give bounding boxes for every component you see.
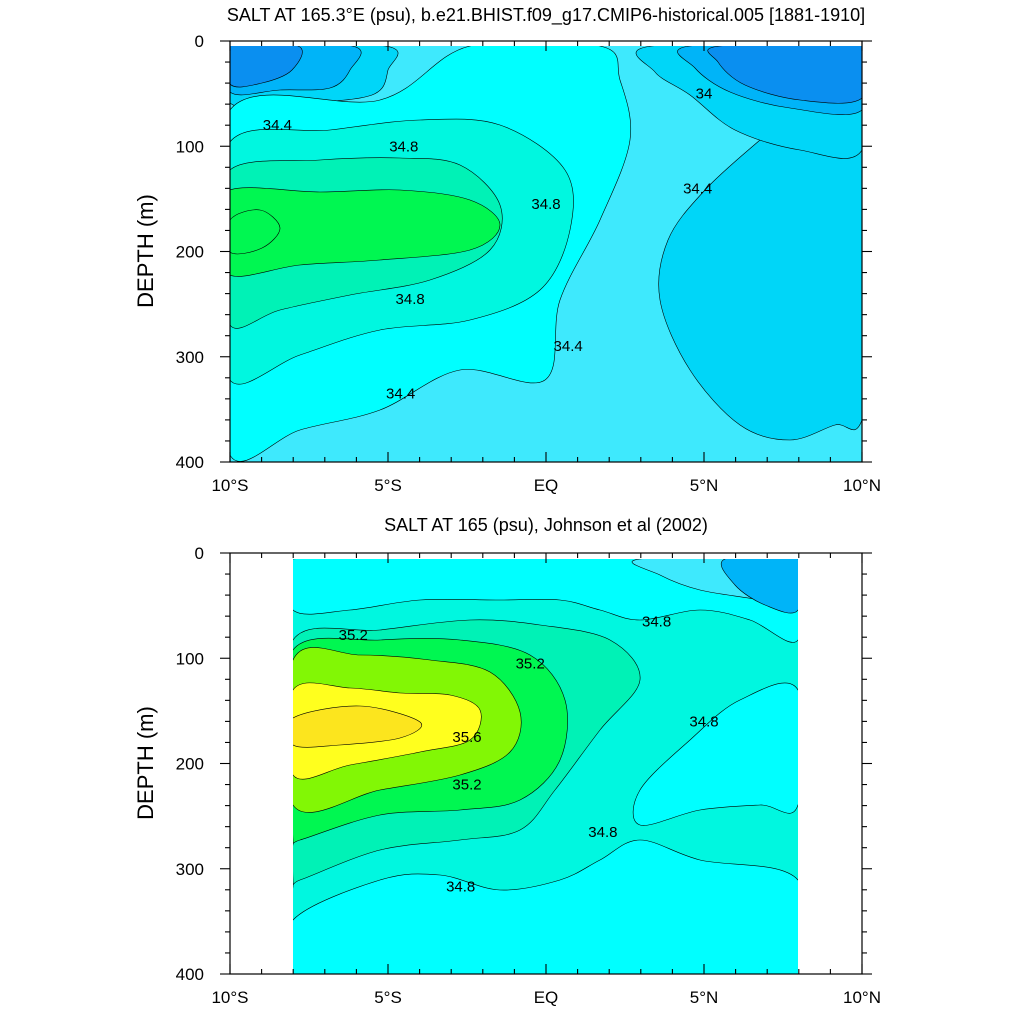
bottom-y-tick-label: 100 xyxy=(176,649,204,668)
top-y-tick-label: 400 xyxy=(176,453,204,472)
bottom-chart-title: SALT AT 165 (psu), Johnson et al (2002) xyxy=(384,515,708,535)
bottom-contour-label: 34.8 xyxy=(689,713,718,730)
top-x-tick-label: 10°N xyxy=(843,476,881,495)
bottom-contour-label: 35.2 xyxy=(339,627,368,644)
top-contour-label: 34.4 xyxy=(386,386,415,403)
bot-region-34-4-ne xyxy=(720,559,798,614)
top-contour-label: 34.8 xyxy=(396,291,425,308)
bottom-contour-label: 34.8 xyxy=(446,879,475,896)
bottom-y-tick-label: 400 xyxy=(176,965,204,984)
top-contour-label: 34.4 xyxy=(554,338,583,355)
top-y-tick-label: 300 xyxy=(176,348,204,367)
top-region-35-6 xyxy=(230,209,281,255)
bottom-y-tick-label: 300 xyxy=(176,860,204,879)
bottom-y-tick-label: 0 xyxy=(195,544,204,563)
top-y-tick-label: 100 xyxy=(176,137,204,156)
top-x-tick-label: EQ xyxy=(534,476,559,495)
bottom-x-tick-label: 5°N xyxy=(690,988,719,1007)
top-y-axis-title: DEPTH (m) xyxy=(133,194,158,308)
bottom-x-tick-label: 10°N xyxy=(843,988,881,1007)
top-y-tick-label: 0 xyxy=(195,32,204,51)
top-contour-label: 34 xyxy=(696,86,713,103)
bottom-contour-label: 35.6 xyxy=(452,729,481,746)
bot-region-34-8-north xyxy=(632,682,798,826)
bottom-contour-label: 35.2 xyxy=(516,656,545,673)
top-region-34-0-south xyxy=(230,46,303,88)
bottom-x-tick-label: 10°S xyxy=(211,988,248,1007)
top-contour-label: 34.4 xyxy=(683,180,712,197)
top-axis-ticks: 10°S 5°S EQ 5°N 10°N 0 100 200 300 400 xyxy=(176,32,881,495)
bottom-y-tick-label: 200 xyxy=(176,755,204,774)
bottom-x-tick-label: EQ xyxy=(534,988,559,1007)
top-x-tick-label: 10°S xyxy=(211,476,248,495)
bot-region-34-8-deep xyxy=(293,839,798,974)
bottom-y-axis-title: DEPTH (m) xyxy=(133,706,158,820)
bottom-x-tick-label: 5°S xyxy=(374,988,402,1007)
top-x-tick-label: 5°S xyxy=(374,476,402,495)
top-y-tick-label: 200 xyxy=(176,243,204,262)
top-contour-label: 34.8 xyxy=(389,138,418,155)
bottom-axis-ticks: 10°S 5°S EQ 5°N 10°N 0 100 200 300 400 xyxy=(176,544,881,1007)
top-chart-title: SALT AT 165.3°E (psu), b.e21.BHIST.f09_g… xyxy=(227,5,865,26)
bottom-contour-label: 34.8 xyxy=(642,613,671,630)
top-region-35-4 xyxy=(230,187,501,277)
bottom-contour-label: 34.8 xyxy=(588,824,617,841)
bottom-contour-label: 35.2 xyxy=(452,777,481,794)
top-contour-label: 34.4 xyxy=(263,117,292,134)
top-contour-labels: 34.4 34.8 34.8 34.8 34.4 34.4 34.4 34 xyxy=(263,86,713,403)
top-salinity-field xyxy=(230,46,862,462)
top-contour-label: 34.8 xyxy=(531,196,560,213)
top-region-34-0-nsurf xyxy=(707,46,862,104)
bottom-salinity-field xyxy=(293,559,798,974)
bot-region-36-0 xyxy=(293,705,422,748)
bottom-contour-labels: 35.2 35.2 35.6 35.2 34.8 34.8 34.8 34.8 xyxy=(339,613,719,896)
top-x-tick-label: 5°N xyxy=(690,476,719,495)
